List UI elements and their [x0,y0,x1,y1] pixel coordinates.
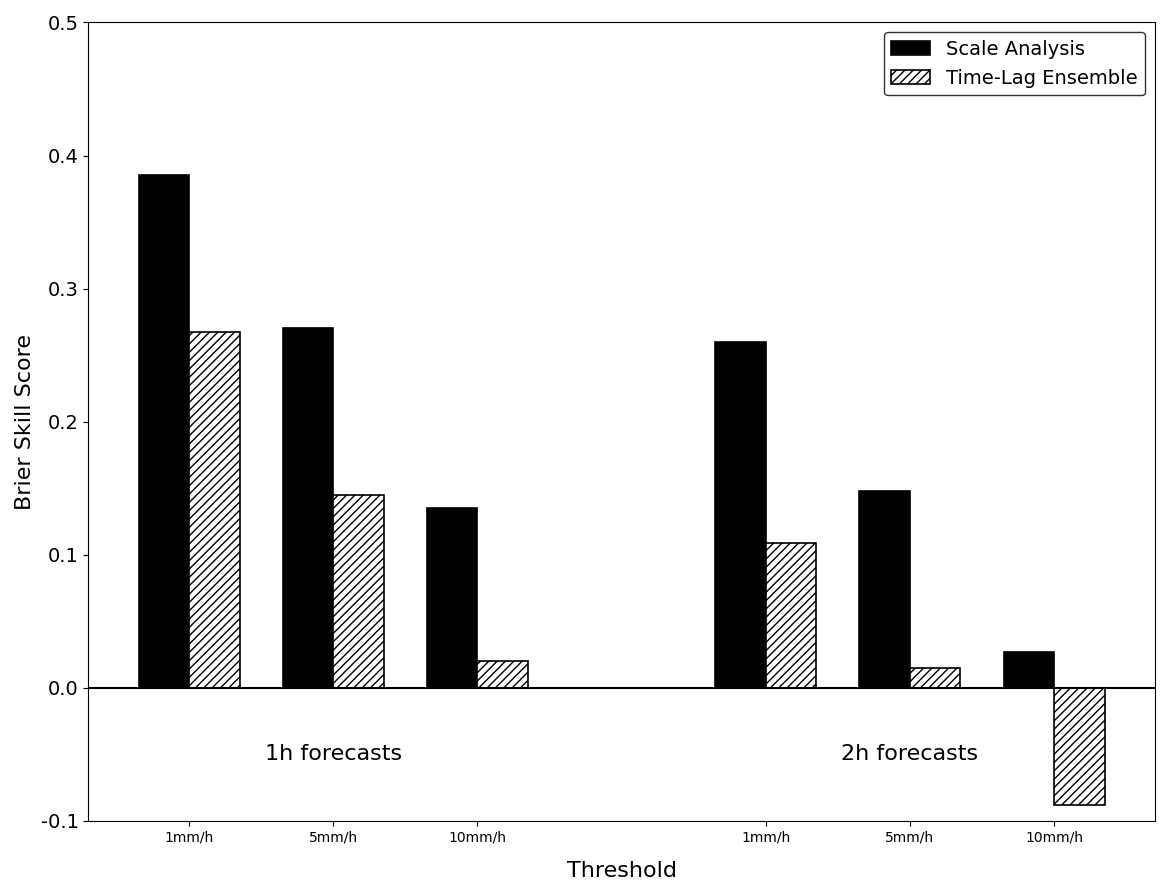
Bar [190,332,240,687]
Bar [860,491,910,687]
Bar [1004,651,1054,687]
Y-axis label: Brier Skill Score: Brier Skill Score [15,333,35,510]
Bar [333,495,384,687]
Text: 1h forecasts: 1h forecasts [264,744,402,764]
Bar [427,508,477,687]
Bar [477,661,528,687]
Text: 2h forecasts: 2h forecasts [841,744,978,764]
Bar [766,543,817,687]
Bar [910,668,961,687]
Bar [715,341,766,687]
Legend: Scale Analysis, Time-Lag Ensemble: Scale Analysis, Time-Lag Ensemble [883,32,1145,96]
Bar [1054,687,1104,805]
X-axis label: Threshold: Threshold [566,861,676,881]
Bar [283,329,333,687]
Bar [139,176,190,687]
